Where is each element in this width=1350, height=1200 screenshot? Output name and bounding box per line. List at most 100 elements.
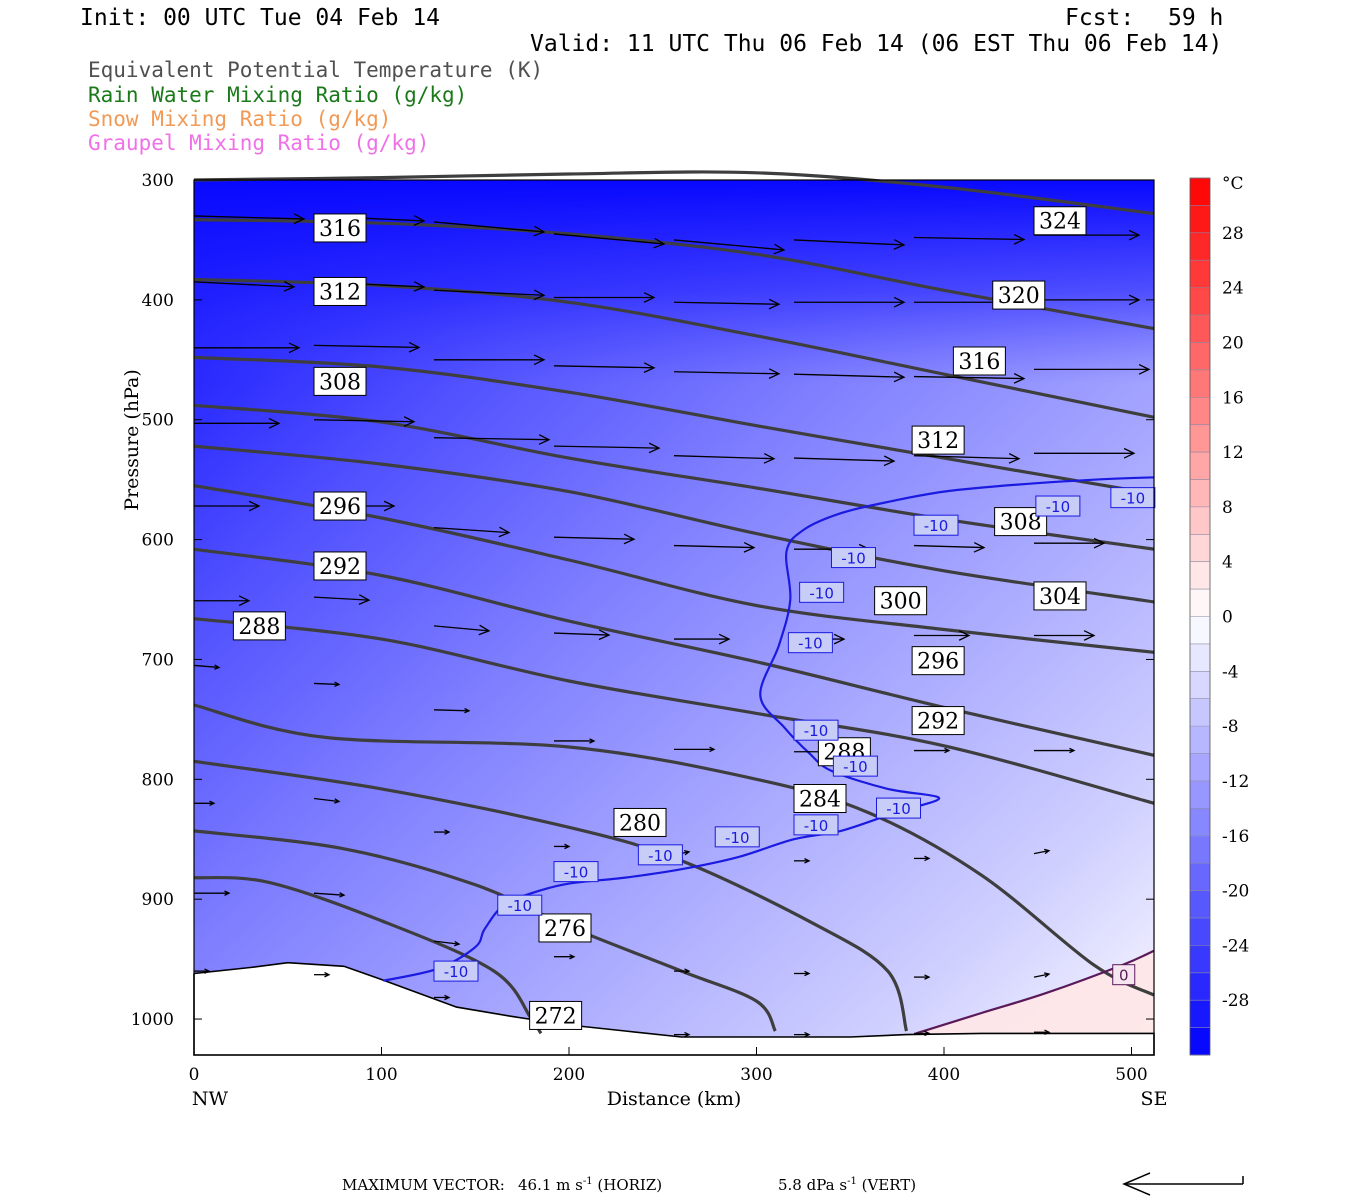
max-vector-horiz: 46.1 m s-1 (HORIZ) <box>518 1176 663 1194</box>
wind-vector <box>673 239 786 255</box>
wind-vector <box>314 971 331 978</box>
wind-vector <box>794 1031 811 1038</box>
theta-e-label: 284 <box>793 783 847 813</box>
colorbar-label: -28 <box>1222 991 1249 1011</box>
theta-e-label: 292 <box>313 551 367 581</box>
wind-vector <box>673 368 781 379</box>
wind-vector <box>194 500 261 512</box>
wind-vector <box>914 974 931 980</box>
colorbar-segment <box>1190 1000 1210 1029</box>
colorbar-label: -8 <box>1222 717 1239 737</box>
y-tick-label: 400 <box>142 291 174 311</box>
theta-e-label: 280 <box>613 807 667 837</box>
svg-text:-10: -10 <box>444 963 469 981</box>
theta-e-label: 324 <box>1033 206 1087 236</box>
wind-vector <box>433 526 511 538</box>
colorbar-label: -12 <box>1222 772 1249 792</box>
svg-text:-10: -10 <box>1121 490 1146 508</box>
wind-vector <box>193 281 296 292</box>
wind-vector <box>1033 848 1051 855</box>
colorbar-segment <box>1190 315 1210 343</box>
wind-vector <box>433 434 551 445</box>
wind-vector <box>193 664 221 670</box>
wind-vector <box>1034 630 1096 641</box>
y-tick-label: 600 <box>142 531 174 551</box>
wind-vector <box>914 747 951 754</box>
wind-vector <box>433 707 471 714</box>
colorbar-segment <box>1190 643 1210 672</box>
colorbar-segment <box>1190 479 1210 508</box>
colorbar-label: 12 <box>1222 443 1244 463</box>
theta-e-label: 276 <box>538 913 592 943</box>
colorbar-segment <box>1190 890 1210 919</box>
wind-vector <box>674 746 716 753</box>
theta-e-label: 308 <box>313 366 367 396</box>
y-tick-label: 1000 <box>131 1010 174 1030</box>
colorbar-label: 24 <box>1222 279 1244 299</box>
warm-surface-region <box>915 950 1154 1034</box>
colorbar-segment <box>1190 232 1210 261</box>
theta-e-label: 312 <box>313 276 367 306</box>
wind-vector <box>1033 972 1051 978</box>
wind-vector <box>313 681 341 688</box>
svg-text:-10: -10 <box>841 550 866 568</box>
colorbar-segment <box>1190 178 1210 206</box>
svg-text:308: 308 <box>319 370 361 395</box>
theta-e-label: 308 <box>994 507 1048 537</box>
theta-e-contour-312 <box>193 355 1155 496</box>
wind-vector <box>194 800 216 807</box>
max-vector-arrow-icon <box>1122 1172 1244 1196</box>
max-vector-vert: 5.8 dPa s-1 (VERT) <box>778 1176 917 1194</box>
x-endpoint-se: SE <box>1141 1088 1168 1110</box>
svg-text:316: 316 <box>319 217 361 242</box>
svg-text:288: 288 <box>238 615 280 640</box>
theta-e-label: 296 <box>911 646 965 676</box>
isotherm-label: -10 <box>637 844 683 866</box>
isotherm-label: -10 <box>832 755 878 777</box>
svg-text:-10: -10 <box>804 722 829 740</box>
x-tick-label: 100 <box>365 1065 397 1085</box>
svg-text:292: 292 <box>917 710 959 735</box>
wind-vector <box>433 221 546 237</box>
temperature-shading <box>194 180 1154 1055</box>
wind-vector <box>433 940 461 947</box>
colorbar-segment <box>1190 424 1210 453</box>
wind-vector <box>434 829 451 835</box>
svg-text:312: 312 <box>917 429 959 454</box>
theta-e-label: 304 <box>1033 581 1087 611</box>
colorbar-segment <box>1190 917 1210 946</box>
svg-text:-10: -10 <box>809 584 834 602</box>
svg-text:-10: -10 <box>725 829 750 847</box>
x-tick-label: 300 <box>740 1065 772 1085</box>
svg-text:-10: -10 <box>924 517 949 535</box>
svg-text:296: 296 <box>319 495 361 520</box>
x-tick-label: 0 <box>189 1065 200 1085</box>
wind-vector <box>313 416 416 427</box>
theta-e-contour-324 <box>193 170 1155 216</box>
wind-vector <box>1034 747 1076 754</box>
wind-vector <box>674 968 691 974</box>
wind-vector <box>194 890 231 896</box>
y-tick-label: 700 <box>142 650 174 670</box>
wind-vector <box>913 541 986 553</box>
plot-frame <box>193 179 1155 1056</box>
colorbar-label: -16 <box>1222 827 1249 847</box>
isotherm-label: -10 <box>799 581 845 603</box>
init-time: Init: 00 UTC Tue 04 Feb 14 <box>80 5 441 31</box>
wind-vector <box>313 797 341 804</box>
legend-rain-water: Rain Water Mixing Ratio (g/kg) <box>88 83 468 107</box>
colorbar-unit: °C <box>1222 174 1244 194</box>
wind-vector <box>1034 364 1151 375</box>
theta-e-label: 288 <box>232 611 286 641</box>
legend-snow: Snow Mixing Ratio (g/kg) <box>88 107 392 131</box>
svg-text:316: 316 <box>958 350 1000 375</box>
svg-text:272: 272 <box>535 1004 577 1029</box>
colorbar-segment <box>1190 561 1210 590</box>
colorbar-label: 8 <box>1222 498 1233 518</box>
x-tick-label: 200 <box>553 1065 585 1085</box>
wind-vector <box>794 296 906 308</box>
isotherm-label: -10 <box>1110 487 1156 509</box>
svg-text:308: 308 <box>1000 511 1042 536</box>
isotherm-label: -10 <box>714 826 760 848</box>
